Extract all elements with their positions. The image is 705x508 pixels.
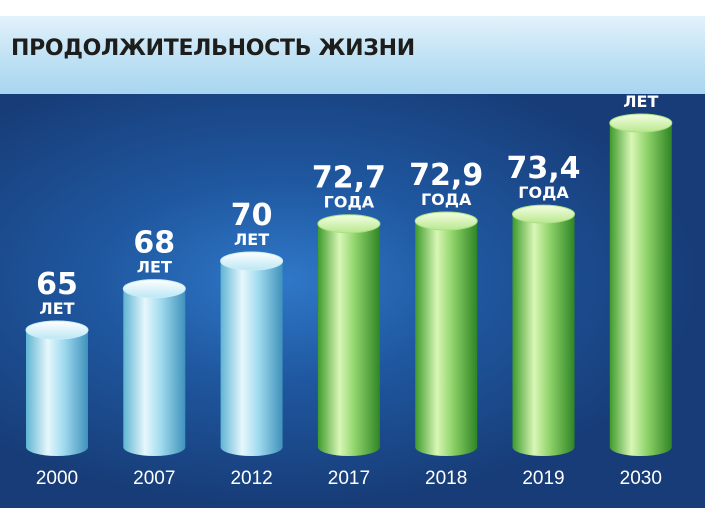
year-label-2018: 2018 (425, 468, 467, 489)
bar-cap-2017 (317, 214, 381, 234)
unit-label-2018: ГОДА (421, 190, 472, 209)
bar-body-2007 (123, 288, 186, 456)
life-expectancy-chart: ЛЕТ652000ЛЕТ682007ЛЕТ702012ГОДА72,72017Г… (25, 94, 674, 489)
bar-cap-2030 (609, 113, 673, 133)
year-label-2000: 2000 (36, 468, 78, 489)
value-label-2030: 80+ (607, 94, 674, 95)
bar-body-2017 (317, 223, 380, 456)
value-label-2017: 72,7 (312, 161, 386, 196)
unit-label-2030: ЛЕТ (623, 94, 658, 111)
year-label-2012: 2012 (230, 468, 272, 489)
value-label-2012: 70 (231, 198, 273, 233)
bar-body-2018 (415, 220, 478, 456)
bar-cap-2012 (220, 251, 284, 271)
chart-title: ПРОДОЛЖИТЕЛЬНОСТЬ ЖИЗНИ (11, 36, 415, 61)
year-label-2007: 2007 (133, 468, 175, 489)
value-label-2007: 68 (133, 226, 175, 261)
year-label-2017: 2017 (328, 468, 370, 489)
bar-2030: ЛЕТ80+ 2030 (607, 94, 674, 489)
unit-label-2017: ГОДА (324, 193, 375, 212)
bar-body-2000 (26, 330, 88, 456)
bar-cap-2018 (414, 211, 478, 231)
value-label-2019: 73,4 (506, 151, 580, 186)
bar-cap-2007 (122, 279, 186, 299)
bar-body-2019 (512, 214, 575, 456)
value-label-2018: 72,9 (409, 158, 483, 193)
year-label-2019: 2019 (522, 468, 564, 489)
year-label-2030: 2030 (620, 468, 662, 489)
bar-body-2030 (609, 123, 672, 456)
bar-cap-2000 (25, 320, 89, 340)
bar-cap-2019 (512, 204, 575, 224)
unit-label-2007: ЛЕТ (137, 258, 172, 277)
unit-label-2000: ЛЕТ (39, 299, 74, 318)
title-band: ПРОДОЛЖИТЕЛЬНОСТЬ ЖИЗНИ (0, 16, 705, 94)
unit-label-2012: ЛЕТ (234, 230, 269, 249)
unit-label-2019: ГОДА (518, 183, 569, 202)
chart-panel: ЛЕТ 65 2000 ЛЕТ 68 2007 ЛЕТ 70 2012 ГОДА 72,7 2017 Г… (0, 94, 705, 508)
bar-body-2012 (220, 261, 283, 456)
bars-group: ЛЕТ652000ЛЕТ682007ЛЕТ702012ГОДА72,72017Г… (25, 94, 674, 489)
value-label-2000: 65 (36, 267, 78, 302)
